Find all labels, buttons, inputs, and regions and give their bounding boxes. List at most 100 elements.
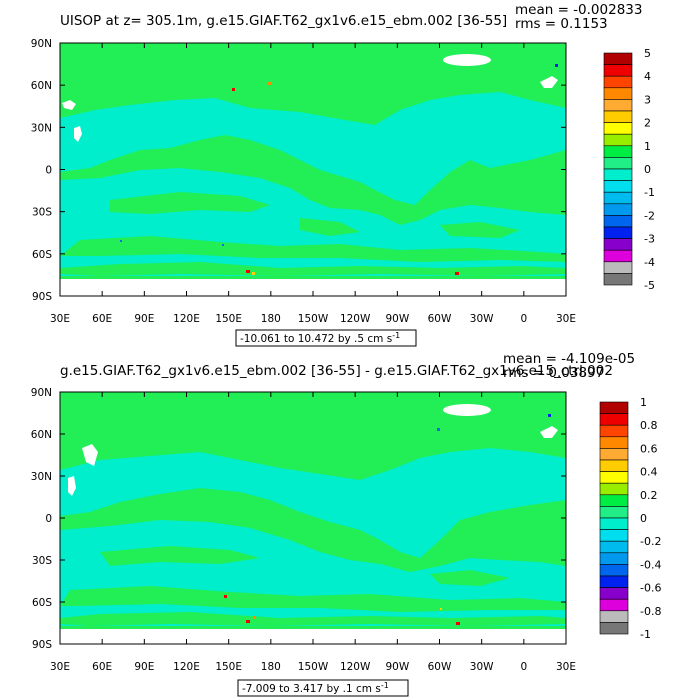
greenland-land	[443, 404, 491, 416]
x-tick-label: 30E	[50, 313, 70, 325]
colorbar-swatch	[603, 133, 633, 147]
colorbar-swatch	[599, 540, 629, 554]
anomaly-dot	[232, 88, 235, 91]
colorbar-swatch	[599, 448, 629, 461]
colorbar-swatch	[603, 157, 633, 170]
colorbar-swatch	[603, 191, 633, 205]
colorbar-1: 5 4 3 2 1 0 -1 -2 -3 -4 -5	[603, 47, 655, 292]
x-tick-label: 0	[520, 313, 527, 325]
x-tick-label: 30E	[556, 661, 576, 673]
colorbar-label: 1	[640, 396, 647, 409]
x-ticks-1: 30E 60E 90E 120E 150E 180 150W 120W 90W 60W 30W 0 30…	[50, 43, 576, 325]
land-patch	[74, 126, 82, 142]
anomaly-dot	[222, 244, 224, 246]
panel-1-mean: mean = -0.002833	[515, 2, 642, 18]
pos-streak	[60, 236, 566, 262]
anomaly-dot	[456, 622, 460, 625]
y-tick-label: 60S	[32, 597, 52, 609]
land-patch	[62, 100, 76, 110]
colorbar-swatch	[599, 471, 629, 484]
y-tick-label: 90S	[32, 639, 52, 651]
x-tick-label: 90W	[385, 661, 409, 673]
x-tick-label: 150W	[298, 661, 329, 673]
colorbar-swatch	[603, 168, 633, 181]
anomaly-dot	[548, 414, 551, 417]
colorbar-swatch	[603, 215, 633, 228]
greenland-land	[443, 54, 491, 66]
colorbar-swatch	[603, 180, 633, 193]
x-tick-label: 120W	[340, 661, 371, 673]
pos-streak	[60, 586, 566, 612]
colorbar-swatch	[603, 99, 633, 112]
range-superscript-2: -1	[381, 681, 389, 690]
x-tick-label: 120W	[340, 313, 371, 325]
colorbar-swatch	[603, 226, 633, 239]
colorbar-label: 3	[644, 93, 651, 106]
panel-2: 30E 60E 90E 120E 150E 180 150W 120W 90W 60W 30W 0 30…	[31, 351, 661, 697]
x-tick-label: 180	[261, 661, 281, 673]
x-tick-label: 90E	[134, 661, 154, 673]
y-tick-label: 30S	[32, 555, 52, 567]
colorbar-swatch	[599, 529, 629, 542]
anomaly-dot	[246, 270, 250, 273]
colorbar-swatch	[603, 273, 633, 286]
colorbar-swatch	[599, 517, 629, 530]
x-tick-label: 60E	[92, 661, 112, 673]
x-tick-label: 30W	[470, 313, 494, 325]
y-tick-label: 0	[45, 513, 52, 525]
colorbar-label: 0.8	[640, 419, 658, 432]
colorbar-label: -1	[644, 186, 655, 199]
colorbar-swatch	[599, 598, 629, 612]
x-tick-label: 150W	[298, 313, 329, 325]
range-label-1: -10.061 to 10.472 by .5 cm s-1	[240, 331, 400, 345]
pos-streak	[430, 570, 510, 586]
pos-streak	[60, 612, 566, 626]
colorbar-swatch	[603, 145, 633, 158]
map-field-2	[60, 392, 566, 644]
anomaly-dot	[224, 595, 227, 598]
x-tick-label: 60E	[92, 313, 112, 325]
colorbar-swatch	[599, 506, 629, 519]
y-tick-label: 90N	[31, 387, 52, 399]
range-text-1: -10.061 to 10.472 by .5 cm s	[240, 333, 392, 345]
land-patch	[82, 444, 98, 466]
colorbar-swatch	[603, 122, 633, 135]
colorbar-swatch	[599, 564, 629, 577]
range-box-2	[237, 679, 409, 697]
x-tick-label: 180	[261, 313, 281, 325]
colorbar-swatch	[599, 552, 629, 565]
x-tick-label: 60W	[428, 313, 452, 325]
colorbar-label: 5	[644, 47, 651, 60]
x-tick-label: 120E	[173, 313, 200, 325]
colorbar-label: 4	[644, 70, 651, 83]
colorbar-swatch	[603, 87, 633, 100]
anomaly-dot	[246, 620, 250, 623]
y-tick-label: 60N	[31, 80, 52, 92]
panel-2-rms: rms = 0.03897	[503, 365, 604, 381]
y-tick-label: 60S	[32, 249, 52, 261]
neg-patch	[60, 448, 566, 558]
colorbar-swatch	[603, 203, 633, 216]
x-tick-label: 90E	[134, 313, 154, 325]
y-tick-label: 30S	[32, 207, 52, 219]
colorbar-swatch	[599, 459, 629, 472]
neg-patch	[60, 92, 566, 205]
colorbar-swatch	[603, 261, 633, 274]
panel-1-title: UISOP at z= 305.1m, g.e15.GIAF.T62_gx1v6…	[60, 13, 507, 29]
colorbar-swatch	[603, 110, 633, 123]
anomaly-dot	[252, 272, 255, 275]
anomaly-dot	[253, 616, 256, 619]
colorbar-swatch	[603, 249, 633, 263]
x-tick-label: 150E	[215, 313, 242, 325]
x-tick-label: 90W	[385, 313, 409, 325]
colorbar-swatch	[599, 413, 629, 426]
x-tick-label: 60W	[428, 661, 452, 673]
panel-1-rms: rms = 0.1153	[515, 16, 608, 32]
colorbar-label: -0.8	[640, 605, 661, 618]
pos-streak	[440, 222, 520, 238]
y-ticks-2: 90N 60N 30N 0 30S 60S 90S	[31, 387, 566, 651]
y-tick-label: 0	[45, 165, 52, 177]
anomaly-dot	[437, 428, 440, 431]
colorbar-label: -4	[644, 256, 655, 269]
colorbar-label: 1	[644, 140, 651, 153]
